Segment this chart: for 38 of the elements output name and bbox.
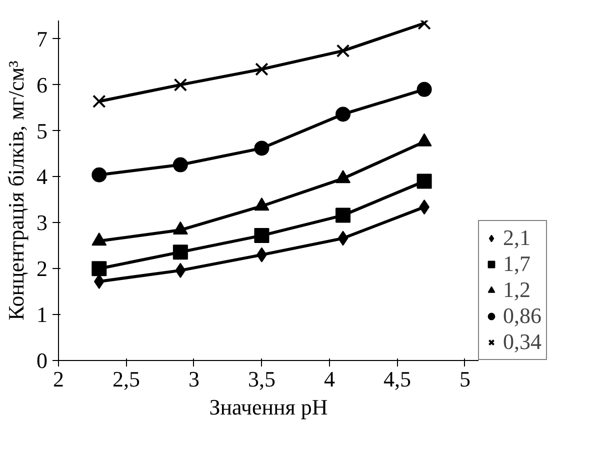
legend-label: 1,2 <box>503 277 530 303</box>
point <box>175 262 186 278</box>
legend-label: 2,1 <box>503 225 530 251</box>
y-tick-label: 6 <box>36 72 48 98</box>
point <box>255 62 268 76</box>
point <box>172 244 188 260</box>
point <box>174 78 188 92</box>
point <box>254 228 270 244</box>
x-axis-title: Значення pH <box>209 394 328 420</box>
x-tick-label: 4 <box>324 366 335 392</box>
legend-label: 1,7 <box>503 251 530 277</box>
point <box>336 106 351 122</box>
point <box>338 230 348 246</box>
y-axis-title: Концентрація білків, мг/см³ <box>4 60 28 320</box>
y-tick-label: 0 <box>36 348 48 373</box>
legend-label: 0,86 <box>503 303 542 329</box>
point <box>336 44 350 58</box>
point <box>172 157 188 172</box>
x-tick-label: 4,5 <box>383 366 411 392</box>
y-tick-label: 1 <box>36 302 48 328</box>
point <box>416 82 432 97</box>
x-tick-label: 2,5 <box>112 366 140 392</box>
x-tick-label: 2 <box>53 366 64 392</box>
legend-label: 0,34 <box>503 329 542 355</box>
y-tick-label: 7 <box>36 26 48 52</box>
x-tick-label: 5 <box>459 366 470 392</box>
point <box>416 174 432 189</box>
y-tick-label: 3 <box>36 210 48 236</box>
point <box>92 94 106 108</box>
y-tick-label: 2 <box>36 256 48 282</box>
point <box>92 261 107 276</box>
point <box>336 208 351 223</box>
y-tick-label: 5 <box>36 118 48 144</box>
x-tick-label: 3 <box>188 366 200 392</box>
x-tick-label: 3,5 <box>248 366 276 392</box>
point <box>254 140 270 156</box>
point <box>92 167 107 182</box>
y-tick-label: 4 <box>36 164 48 190</box>
